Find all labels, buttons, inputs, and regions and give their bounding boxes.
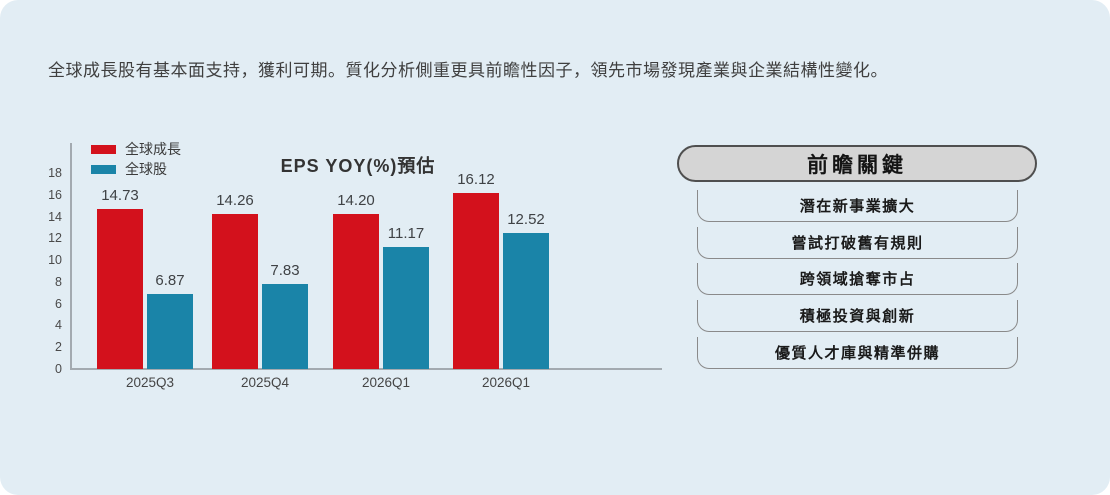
y-tick-label: 12 [48,231,62,246]
legend-row: 全球股 [91,159,167,179]
y-tick-label: 2 [55,340,62,355]
legend-label: 全球股 [125,161,167,177]
legend-swatch-global [91,164,116,174]
bar-value-label: 12.52 [507,210,545,228]
bar-global-2026Q1 [503,232,549,369]
bar-value-label: 14.73 [101,186,139,204]
panel-item: 嘗試打破舊有規則 [697,226,1018,259]
y-axis-line [70,143,72,370]
y-tick-label: 6 [55,296,62,311]
panel-item: 優質人才庫與精準併購 [697,336,1018,369]
x-axis-line [70,368,662,370]
bar-growth-2026Q1 [333,214,379,369]
bar-growth-2025Q4 [212,213,258,369]
bar-global-2026Q1 [383,247,429,369]
legend-label: 全球成長 [125,141,181,157]
legend-row: 全球成長 [91,139,181,159]
x-axis-category-label: 2026Q1 [361,375,411,390]
bar-value-label: 7.83 [270,261,300,279]
bar-global-2025Q3 [147,294,193,369]
y-tick-label: 14 [48,209,62,224]
x-axis-category-label: 2025Q4 [240,375,290,390]
panel-item: 潛在新事業擴大 [697,190,1018,222]
x-axis-category-label: 2026Q1 [481,375,531,390]
legend-swatch-growth [91,144,116,154]
panel-header: 前瞻關鍵 [677,145,1037,182]
y-tick-label: 10 [48,253,62,268]
y-tick-label: 18 [48,165,62,180]
panel-item: 跨領域搶奪市占 [697,263,1018,296]
bar-value-label: 11.17 [387,225,425,243]
chart-title: EPS YOY(%)預估 [280,156,436,176]
intro-text: 全球成長股有基本面支持，獲利可期。質化分析側重更具前瞻性因子，領先市場發現產業與… [48,61,888,80]
bar-value-label: 6.87 [155,272,185,290]
panel-item: 積極投資與創新 [697,300,1018,333]
bar-growth-2025Q3 [97,208,143,369]
y-tick-label: 8 [55,274,62,289]
bar-value-label: 14.26 [216,191,254,209]
bar-growth-2026Q1 [453,193,499,369]
bar-value-label: 16.12 [457,171,495,189]
bar-global-2025Q4 [262,283,308,369]
x-axis-category-label: 2025Q3 [125,375,175,390]
y-tick-label: 0 [55,362,62,376]
bar-value-label: 14.20 [337,192,375,210]
y-tick-label: 16 [48,187,62,202]
y-tick-label: 4 [55,318,62,333]
